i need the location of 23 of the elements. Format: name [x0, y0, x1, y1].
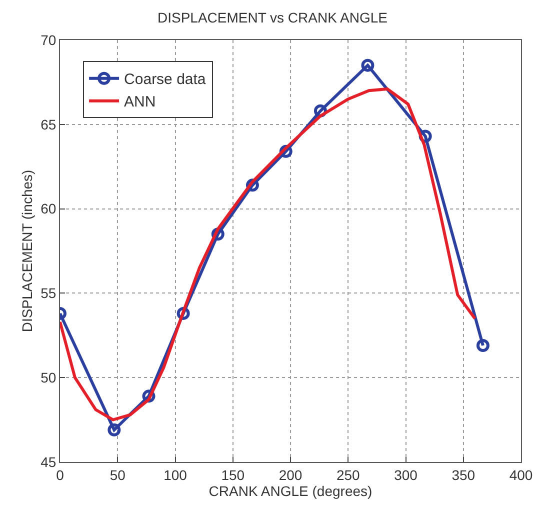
y-tick-label: 45 — [40, 454, 56, 470]
legend-label: ANN — [124, 94, 156, 111]
x-tick-label: 50 — [110, 466, 126, 483]
x-tick-label: 0 — [56, 466, 64, 483]
point — [108, 423, 121, 436]
x-tick-label: 200 — [278, 466, 302, 483]
y-tick-label: 50 — [40, 370, 56, 386]
x-axis-title: CRANK ANGLE (degrees) — [208, 483, 372, 500]
x-tick-label: 350 — [452, 466, 476, 483]
x-tick-label: 250 — [336, 466, 360, 483]
x-tick-label: 300 — [394, 466, 418, 483]
point — [361, 58, 374, 72]
y-tick-label: 70 — [40, 32, 56, 48]
chart-title: DISPLACEMENT vs CRANK ANGLE — [157, 10, 388, 26]
x-tick-label: 100 — [164, 466, 188, 483]
x-tick-label: 400 — [509, 466, 533, 483]
y-tick-label: 60 — [40, 200, 56, 217]
y-axis-title: DISPLACEMENT (inches) — [19, 170, 36, 332]
y-tick-label: 55 — [40, 285, 56, 302]
x-tick-label: 150 — [221, 466, 245, 483]
legend-label: Coarse data — [124, 71, 206, 88]
y-tick-label: 65 — [40, 116, 56, 132]
point — [476, 339, 490, 352]
